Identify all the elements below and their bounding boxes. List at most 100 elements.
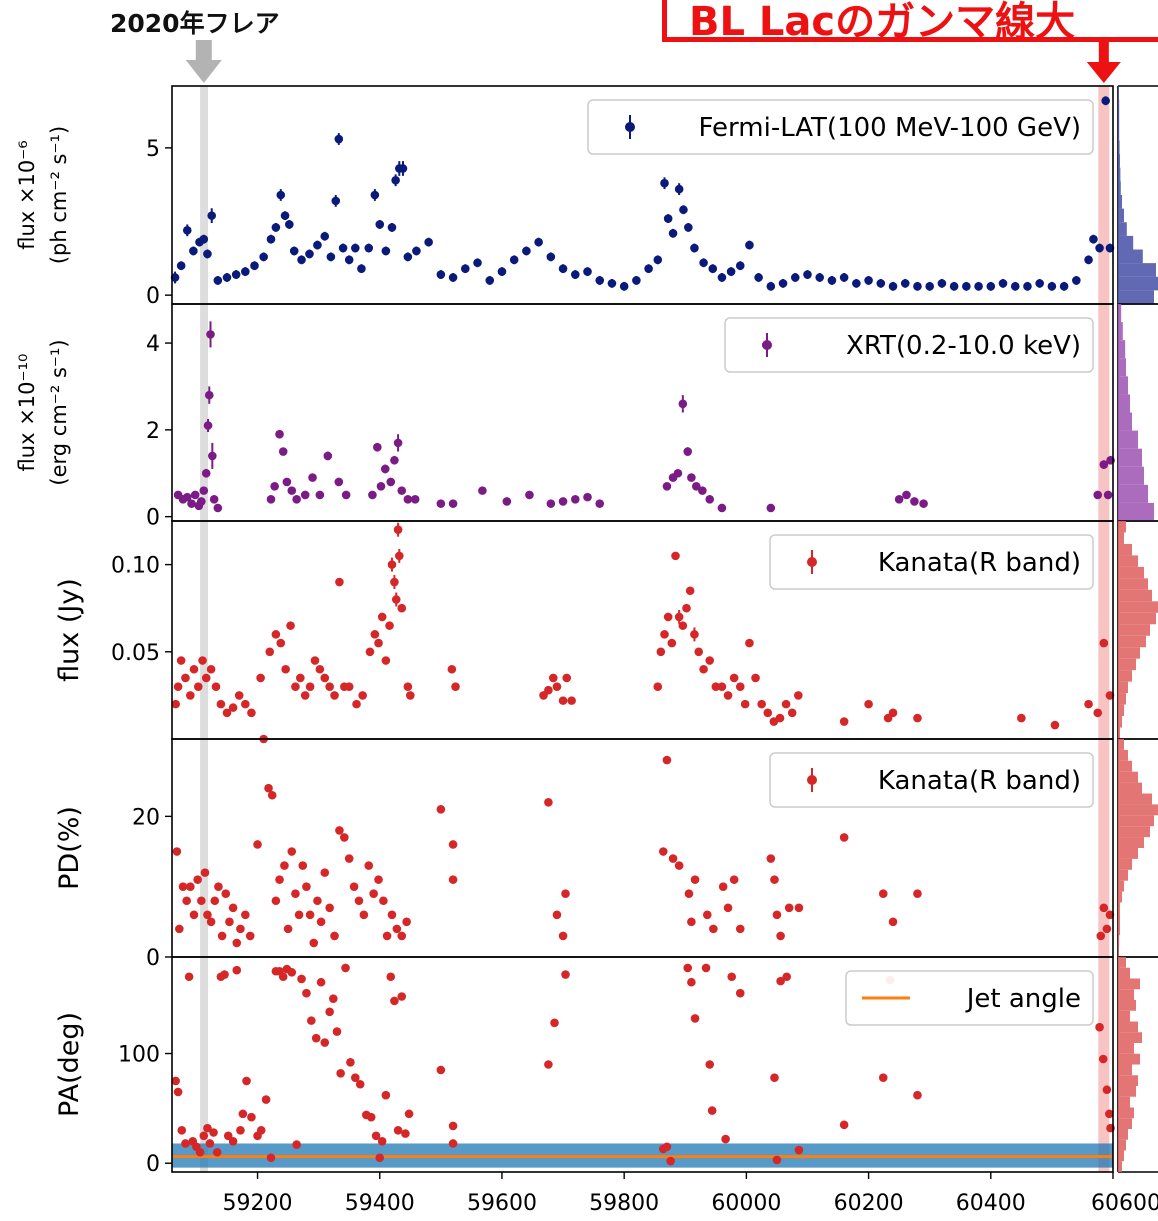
data-point [182,226,192,235]
data-point [401,1129,410,1138]
data-point [690,1014,700,1023]
data-point [558,264,568,273]
data-point [334,477,344,487]
data-point [666,1156,675,1166]
data-point [735,924,745,934]
histogram-bar [1118,704,1124,717]
data-point [364,243,374,253]
data-point [381,246,391,256]
histogram-bar [1118,647,1140,659]
data-point [1072,276,1081,285]
data-point [374,638,383,648]
data-point [723,691,733,700]
data-point [619,282,629,291]
data-point [727,972,737,982]
data-point [772,910,782,920]
data-point [1023,282,1032,291]
data-point [552,910,562,920]
y-axis-label: PA(deg) [54,1012,85,1117]
data-point [236,1126,245,1135]
data-point [298,861,308,870]
data-point [902,490,911,500]
data-point [653,682,663,691]
data-point [683,447,693,456]
legend-box [724,317,1094,373]
data-point [1105,691,1115,700]
histogram-bar [1118,532,1124,544]
data-point [570,270,580,279]
data-point [562,673,572,683]
histogram-bar [1118,99,1120,114]
data-point [888,708,898,718]
data-point [705,495,715,504]
data-point [668,228,678,238]
y-axis-label: PD(%) [54,806,85,890]
arrow-2024-shaft [1098,40,1109,68]
data-point [687,473,696,482]
data-point [694,647,704,657]
y-axis-label: flux ×10⁻⁶ [15,140,39,249]
data-point [256,673,265,683]
data-point [222,708,232,718]
histogram-bar [1118,566,1144,579]
x-tick-label: 59400 [345,1191,415,1216]
data-point [335,577,344,587]
data-point [778,279,788,288]
data-point [296,673,305,683]
data-point [323,451,333,461]
data-point [320,673,330,683]
x-tick-label: 59200 [223,1191,293,1216]
arrow-2020-shaft [195,40,212,62]
legend-marker-icon [807,557,817,567]
data-point [300,691,310,700]
data-point [644,264,653,273]
data-point [228,1136,238,1146]
data-point [595,499,605,508]
panel-3: 0.05 0.10 flux (Jy) Kanata(R band) [54,520,1158,740]
data-point [198,656,207,665]
data-point [261,1095,271,1104]
histogram-bar [1118,263,1156,277]
data-point [197,896,206,906]
legend-label: Kanata(R band) [878,766,1081,796]
histogram-bar [1118,804,1158,816]
data-point [305,682,315,691]
histogram-bar [1118,154,1120,168]
y-tick-label: 0 [146,284,160,309]
data-point [186,882,195,891]
data-point [671,551,680,561]
data-point [522,246,531,256]
data-point [766,282,776,291]
data-point [336,1068,345,1078]
data-point [406,691,415,700]
data-point [717,682,727,691]
data-point [259,252,268,262]
data-point [208,451,217,461]
data-point [309,938,319,948]
data-point [300,490,310,500]
histogram-1 [1117,85,1158,305]
data-point [182,896,191,906]
data-point [320,1038,330,1047]
data-point [275,429,284,439]
y-tick-label: 0 [146,1152,160,1177]
data-point [266,1153,276,1163]
data-point [278,447,288,456]
data-point [375,220,385,229]
data-point [852,279,861,288]
histogram-3 [1117,520,1158,740]
histogram-bar [1118,340,1126,359]
data-point [371,1131,381,1141]
data-point [794,1145,804,1155]
data-point [199,1131,209,1141]
histogram-bar [1118,484,1148,503]
data-point [220,970,229,979]
data-point [478,486,487,495]
legend-label: Jet angle [965,984,1081,1014]
data-point [707,1106,717,1115]
histogram-bar [1118,635,1146,648]
histogram-bar [1118,304,1122,323]
data-point [448,499,458,508]
data-point [701,963,711,973]
histogram-bar [1118,1150,1124,1162]
